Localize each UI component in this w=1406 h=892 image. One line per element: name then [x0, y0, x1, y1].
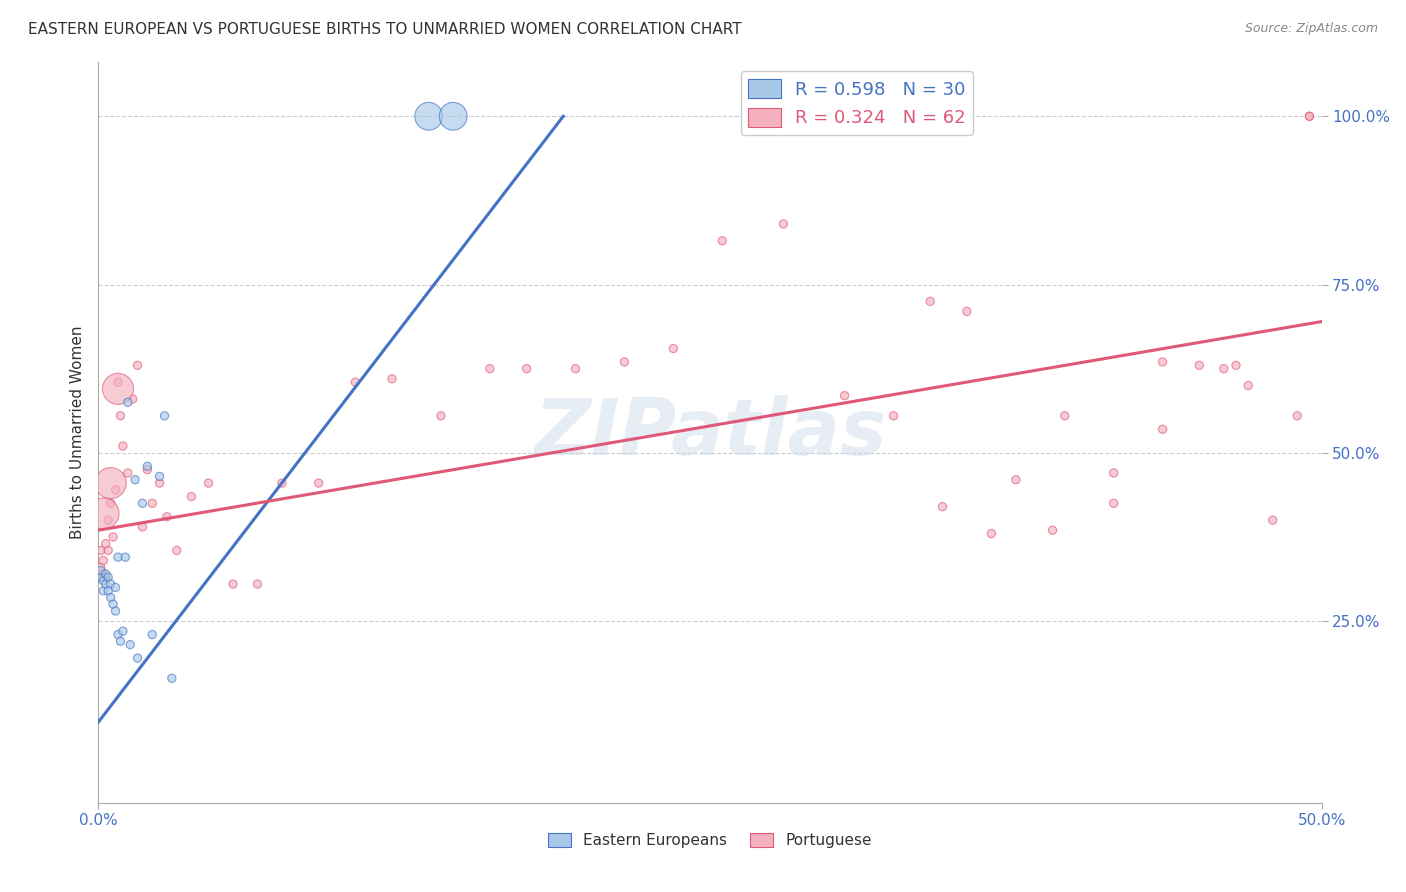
Point [100, 577, 122, 591]
Point [120, 638, 142, 652]
Point [136, 459, 159, 474]
Point [153, 409, 176, 423]
Text: Source: ZipAtlas.com: Source: ZipAtlas.com [1244, 22, 1378, 36]
Point [883, 409, 905, 423]
Point [141, 496, 163, 510]
Point [91, 566, 114, 581]
Text: EASTERN EUROPEAN VS PORTUGUESE BIRTHS TO UNMARRIED WOMEN CORRELATION CHART: EASTERN EUROPEAN VS PORTUGUESE BIRTHS TO… [28, 22, 742, 37]
Point [111, 624, 134, 639]
Point [110, 409, 132, 423]
Point [1286, 409, 1309, 423]
Point [100, 591, 122, 605]
Point [1102, 496, 1125, 510]
Point [110, 634, 132, 648]
Point [141, 627, 163, 641]
Point [104, 581, 127, 595]
Point [97, 570, 120, 584]
Point [97, 513, 120, 527]
Point [564, 361, 586, 376]
Point [94, 566, 117, 581]
Point [131, 520, 153, 534]
Point [1053, 409, 1076, 423]
Point [246, 577, 269, 591]
Point [1102, 466, 1125, 480]
Point [90, 560, 112, 574]
Point [222, 577, 245, 591]
Point [180, 490, 202, 504]
Point [117, 466, 139, 480]
Point [1298, 109, 1320, 123]
Point [920, 294, 942, 309]
Point [100, 496, 122, 510]
Point [94, 570, 117, 584]
Point [1298, 109, 1320, 123]
Point [114, 550, 136, 565]
Point [131, 496, 153, 510]
Point [94, 536, 117, 550]
Point [515, 361, 537, 376]
Point [124, 473, 146, 487]
Point [127, 651, 149, 665]
Point [91, 583, 114, 598]
Point [101, 597, 124, 611]
Point [197, 476, 219, 491]
Point [1237, 378, 1260, 392]
Point [100, 476, 122, 491]
Point [121, 392, 143, 406]
Point [931, 500, 953, 514]
Point [441, 109, 464, 123]
Point [97, 543, 120, 558]
Point [149, 476, 172, 491]
Point [104, 483, 127, 497]
Point [160, 671, 183, 685]
Point [381, 372, 404, 386]
Point [711, 234, 734, 248]
Point [772, 217, 794, 231]
Point [104, 604, 127, 618]
Point [956, 304, 979, 318]
Point [430, 409, 453, 423]
Point [91, 574, 114, 588]
Point [1152, 355, 1174, 369]
Point [156, 509, 179, 524]
Point [91, 553, 114, 567]
Point [127, 359, 149, 373]
Point [90, 543, 112, 558]
Point [1042, 523, 1064, 537]
Point [1212, 361, 1234, 376]
Point [107, 382, 129, 396]
Point [662, 342, 685, 356]
Point [613, 355, 636, 369]
Point [136, 462, 159, 476]
Point [107, 550, 129, 565]
Point [117, 395, 139, 409]
Point [478, 361, 501, 376]
Point [90, 570, 112, 584]
Point [149, 469, 172, 483]
Point [418, 109, 440, 123]
Point [107, 375, 129, 389]
Point [107, 627, 129, 641]
Point [270, 476, 294, 491]
Point [834, 389, 856, 403]
Point [90, 564, 112, 578]
Point [1004, 473, 1026, 487]
Point [1261, 513, 1284, 527]
Point [111, 439, 134, 453]
Point [308, 476, 330, 491]
Point [94, 577, 117, 591]
Point [1152, 422, 1174, 436]
Point [344, 375, 367, 389]
Point [166, 543, 188, 558]
Point [1188, 359, 1211, 373]
Text: ZIPatlas: ZIPatlas [534, 394, 886, 471]
Point [980, 526, 1002, 541]
Point [1225, 359, 1247, 373]
Point [91, 507, 114, 521]
Point [97, 583, 120, 598]
Legend: Eastern Europeans, Portuguese: Eastern Europeans, Portuguese [543, 827, 877, 855]
Point [101, 530, 124, 544]
Y-axis label: Births to Unmarried Women: Births to Unmarried Women [69, 326, 84, 540]
